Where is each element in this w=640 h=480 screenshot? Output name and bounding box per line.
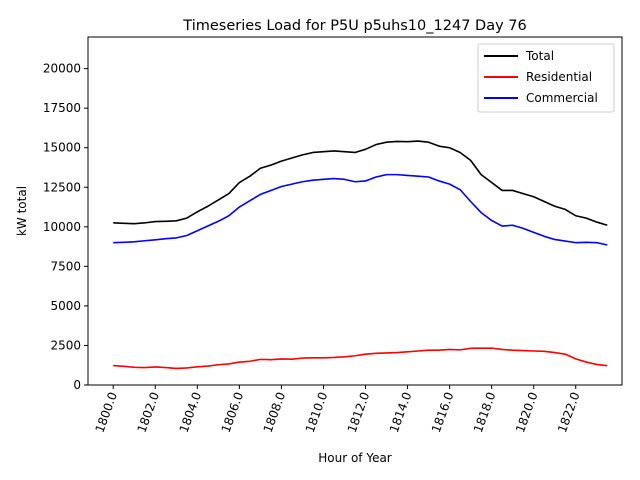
y-tick-label: 10000 (43, 220, 81, 234)
legend-label-commercial: Commercial (526, 91, 598, 105)
y-tick-label: 12500 (43, 180, 81, 194)
x-tick-label: 1816.0 (429, 390, 457, 434)
legend-box (477, 43, 615, 113)
x-tick-label: 1808.0 (261, 390, 289, 434)
y-tick-label: 0 (73, 378, 81, 392)
x-tick-label: 1810.0 (303, 390, 331, 434)
legend-label-residential: Residential (526, 70, 592, 84)
plot-area (87, 36, 623, 386)
series-line-total (113, 140, 608, 227)
chart-title: Timeseries Load for P5U p5uhs10_1247 Day… (182, 18, 526, 34)
x-tick-label: 1812.0 (345, 390, 373, 434)
x-tick-label: 1814.0 (387, 390, 415, 434)
series-line-commercial (113, 173, 608, 246)
series-line-residential (113, 347, 608, 370)
y-tick-label: 15000 (43, 141, 81, 155)
series-layer (113, 140, 608, 370)
y-tick-label: 5000 (50, 299, 81, 313)
y-tick-label: 2500 (50, 338, 81, 352)
y-axis-label: kW total (15, 186, 29, 236)
x-axis: 1800.0 1802.0 1804.0 1806.0 1808.0 1810.0 1812… (93, 385, 583, 434)
legend-label-total: Total (525, 49, 554, 63)
x-tick-label: 1818.0 (471, 390, 499, 434)
x-tick-label: 1806.0 (219, 390, 247, 434)
y-tick-label: 20000 (43, 62, 81, 76)
x-axis-label: Hour of Year (318, 451, 392, 465)
y-axis: 0 2500 5000 7500 10000 12500 15000 17500 20000 (43, 62, 88, 392)
x-tick-label: 1822.0 (555, 390, 583, 434)
x-tick-label: 1800.0 (93, 390, 121, 434)
x-tick-label: 1820.0 (513, 390, 541, 434)
y-tick-label: 17500 (43, 101, 81, 115)
legend: Total Residential Commercial (477, 43, 615, 113)
x-tick-label: 1804.0 (177, 390, 205, 434)
y-tick-label: 7500 (50, 259, 81, 273)
x-tick-label: 1802.0 (135, 390, 163, 434)
